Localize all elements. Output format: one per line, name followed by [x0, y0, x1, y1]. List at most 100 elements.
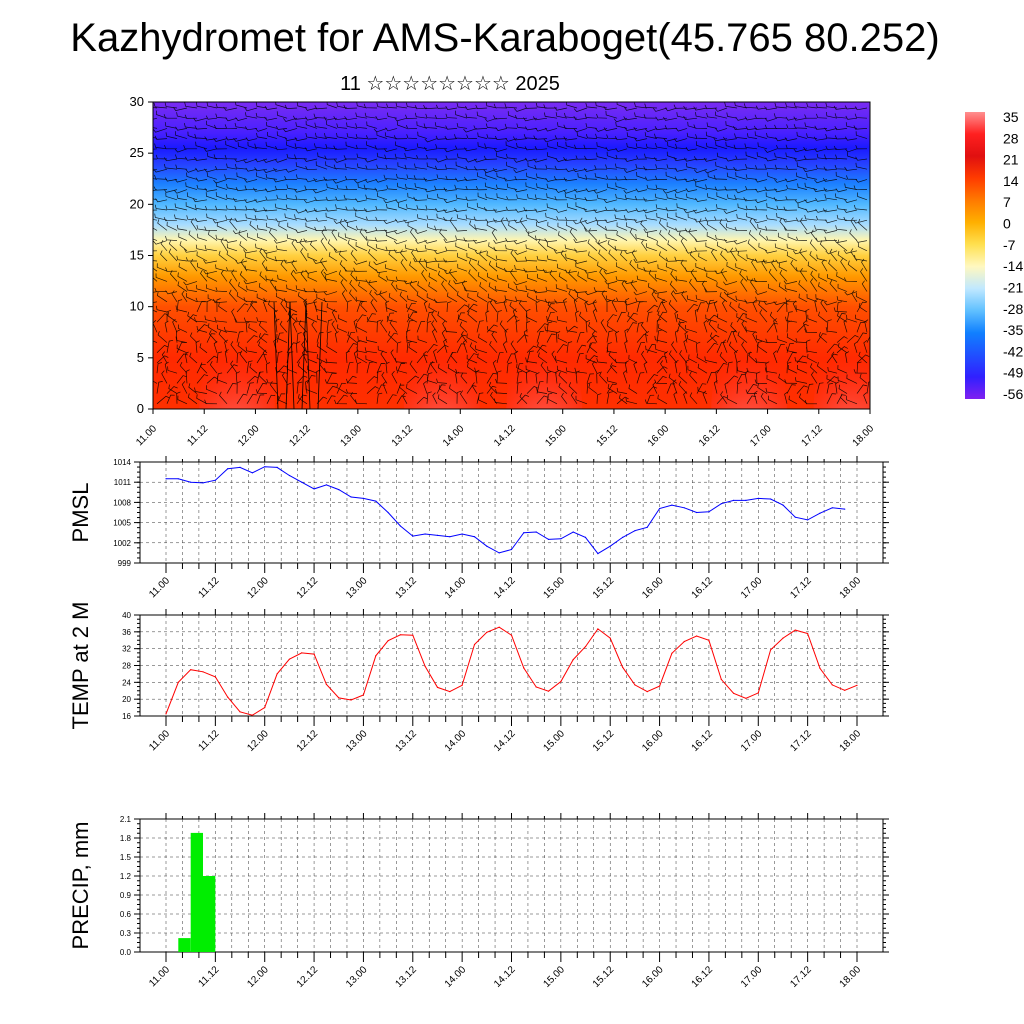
wind-barb — [546, 193, 558, 201]
wind-barb — [224, 339, 229, 353]
wind-barb — [765, 192, 778, 201]
wind-barb — [726, 394, 738, 405]
wind-barb — [428, 282, 438, 292]
wind-barb — [766, 236, 778, 241]
wind-barb — [524, 126, 538, 131]
wind-barb — [546, 392, 553, 404]
wind-barb — [556, 316, 568, 323]
wind-barb — [526, 350, 534, 364]
wind-barb — [554, 106, 568, 111]
wind-barb — [826, 343, 839, 354]
wind-barb — [175, 336, 188, 343]
wind-barb — [426, 293, 438, 303]
wind-barb — [822, 208, 838, 213]
wind-barb — [503, 299, 508, 313]
wind-barb — [225, 239, 238, 243]
wind-barb — [437, 363, 448, 374]
wind-barb — [526, 385, 538, 394]
wind-barb — [845, 148, 858, 153]
wind-barb — [585, 354, 598, 364]
wind-barb — [674, 193, 688, 201]
wind-barb — [245, 137, 258, 142]
wind-barb — [375, 243, 388, 252]
wind-barb — [516, 123, 528, 129]
wind-barb — [833, 307, 848, 313]
wind-barb — [477, 142, 488, 150]
wind-barb — [156, 395, 170, 405]
wind-barb — [798, 293, 808, 303]
wind-barb — [418, 258, 428, 272]
wind-barb — [836, 296, 848, 303]
wind-barb — [194, 204, 208, 211]
wind-barb — [657, 394, 668, 405]
wind-barb — [825, 250, 838, 255]
temp-x-tick-label: 14.12 — [492, 728, 518, 754]
wind-barb — [164, 177, 178, 182]
wind-barb — [637, 263, 648, 272]
wind-barb — [385, 246, 398, 252]
wind-barb — [726, 112, 738, 119]
wind-barb — [262, 349, 268, 364]
wind-barb — [194, 217, 208, 222]
wind-barb — [784, 178, 798, 183]
wind-barb — [153, 320, 158, 333]
wind-barb — [176, 375, 188, 384]
wind-barb — [624, 158, 638, 162]
wind-barb — [153, 107, 158, 109]
wind-barb — [234, 318, 248, 323]
wind-barb — [723, 209, 738, 214]
wind-barb — [335, 204, 348, 211]
wind-barb — [847, 260, 858, 272]
wind-barb — [435, 208, 448, 212]
wind-barb — [863, 340, 868, 353]
wind-barb — [455, 242, 468, 252]
wind-barb — [291, 239, 298, 251]
wind-barb — [806, 347, 818, 354]
wind-barb — [265, 196, 278, 201]
wind-barb — [160, 250, 168, 262]
wind-barb — [597, 239, 608, 252]
wind-barb — [190, 258, 198, 272]
wind-barb — [508, 221, 518, 231]
wind-barb — [153, 148, 158, 150]
wind-barb — [636, 333, 649, 343]
wind-barb — [606, 347, 618, 354]
wind-barb — [624, 301, 638, 306]
wind-barb — [845, 351, 850, 364]
wind-barb — [654, 175, 668, 180]
wind-barb — [244, 107, 258, 112]
wind-barb — [292, 320, 298, 333]
wind-barb — [799, 217, 808, 231]
wind-barb — [523, 329, 528, 343]
temp-axis-title: TEMP at 2 M — [68, 602, 93, 730]
wind-barb — [363, 208, 378, 213]
wind-barb — [643, 114, 658, 119]
wind-barb — [666, 193, 678, 201]
wind-barb — [175, 126, 188, 131]
wind-barb — [667, 141, 678, 150]
wind-barb — [646, 343, 657, 353]
wind-barb — [618, 394, 628, 405]
wind-barb — [687, 121, 698, 129]
wind-barb — [516, 285, 528, 292]
wind-barb — [856, 361, 862, 374]
wind-barb — [353, 350, 358, 364]
wind-barb — [834, 113, 848, 119]
wind-barb — [305, 178, 318, 183]
wind-barb — [824, 154, 838, 160]
wind-barb — [311, 321, 318, 333]
wind-barb — [605, 164, 618, 170]
wind-barb — [563, 177, 578, 182]
wind-barb — [660, 360, 668, 374]
wind-barb — [723, 136, 738, 141]
wind-barb — [286, 342, 298, 353]
wind-barb — [195, 177, 208, 182]
wind-barb — [188, 230, 198, 241]
wind-barb — [774, 188, 788, 193]
pmsl-point — [609, 545, 611, 547]
wind-barb — [726, 361, 733, 374]
wind-barb — [194, 125, 208, 130]
wind-barb — [745, 389, 758, 394]
wind-barb — [346, 133, 358, 139]
wind-barb — [303, 287, 318, 293]
